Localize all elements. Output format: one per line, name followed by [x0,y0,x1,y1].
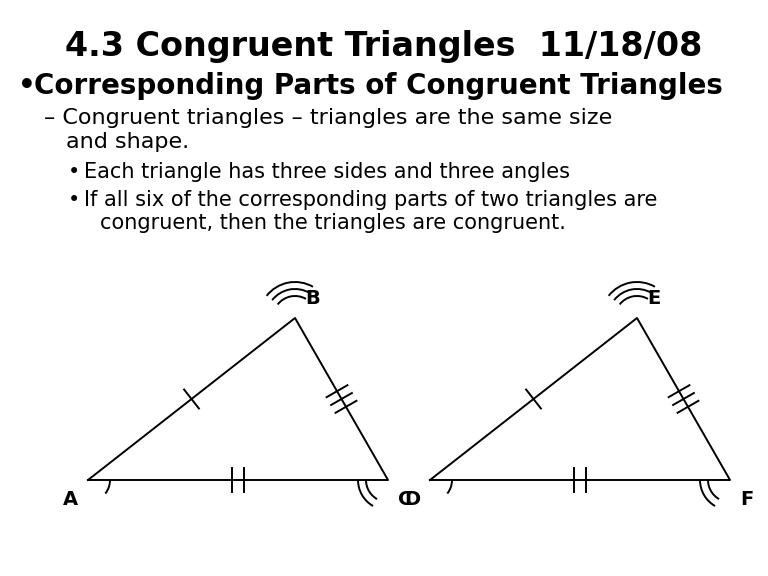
Text: •: • [68,190,80,210]
Text: Each triangle has three sides and three angles: Each triangle has three sides and three … [84,162,570,182]
Text: •: • [18,72,36,100]
Text: B: B [305,289,319,308]
Text: C: C [398,490,412,509]
Text: •: • [68,162,80,182]
Text: congruent, then the triangles are congruent.: congruent, then the triangles are congru… [100,213,566,233]
Text: F: F [740,490,753,509]
Text: D: D [404,490,420,509]
Text: and shape.: and shape. [66,132,189,152]
Text: If all six of the corresponding parts of two triangles are: If all six of the corresponding parts of… [84,190,657,210]
Text: 4.3 Congruent Triangles  11/18/08: 4.3 Congruent Triangles 11/18/08 [65,30,703,63]
Text: A: A [63,490,78,509]
Text: E: E [647,289,660,308]
Text: – Congruent triangles – triangles are the same size: – Congruent triangles – triangles are th… [44,108,612,128]
Text: Corresponding Parts of Congruent Triangles: Corresponding Parts of Congruent Triangl… [34,72,723,100]
